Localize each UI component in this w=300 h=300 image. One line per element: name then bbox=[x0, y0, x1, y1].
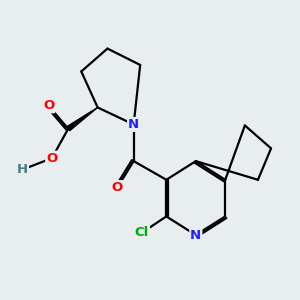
Text: Cl: Cl bbox=[135, 226, 149, 239]
Text: O: O bbox=[46, 152, 58, 165]
Text: O: O bbox=[43, 99, 54, 112]
Text: N: N bbox=[128, 118, 139, 131]
Text: H: H bbox=[17, 163, 28, 176]
Text: N: N bbox=[190, 229, 201, 242]
Text: O: O bbox=[112, 181, 123, 194]
Polygon shape bbox=[67, 107, 98, 131]
